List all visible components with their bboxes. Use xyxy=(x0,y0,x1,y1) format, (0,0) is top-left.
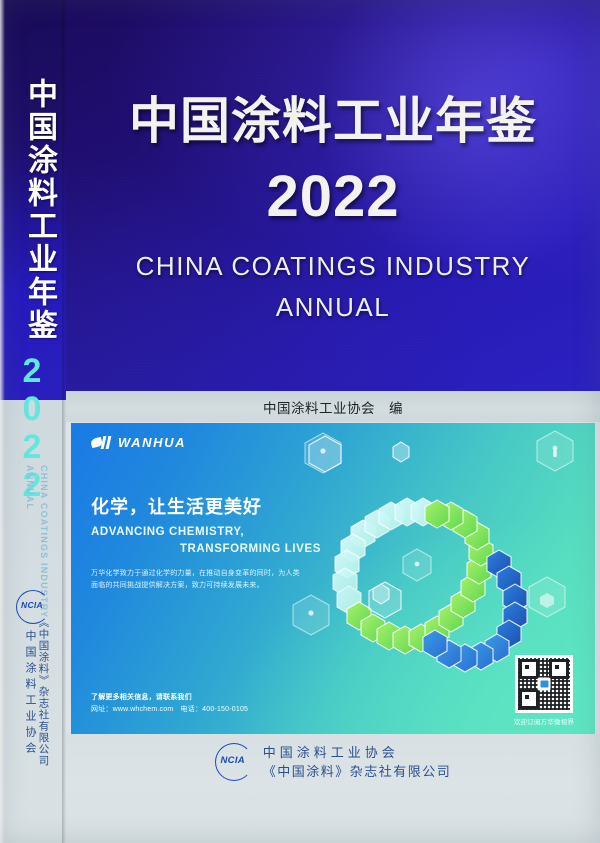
advertisement-panel: WANHUA 化学，让生活更美好 ADVANCING CHEMISTRY, TR… xyxy=(71,423,595,734)
spine-upper-panel xyxy=(0,0,66,400)
spine-title-cn: 中国涂料工业年鉴 xyxy=(23,78,56,342)
editor-band: 中国涂料工业协会 编 xyxy=(66,391,600,422)
cover-title-cn: 中国涂料工业年鉴 xyxy=(129,93,537,149)
qr-finder-top-left xyxy=(519,659,539,679)
hexagon-ribbon-graphic xyxy=(291,429,591,729)
qr-finder-top-right xyxy=(549,659,569,679)
ncia-logo-text: NCIA xyxy=(21,600,43,610)
ncia-logo-text: NCIA xyxy=(220,755,245,766)
book-spine: 中国涂料工业年鉴 2022 CHINA COATINGS INDUSTRY AN… xyxy=(0,0,66,843)
footer-organization: 中国涂料工业协会 xyxy=(262,745,399,760)
ad-contact-block: 了解更多相关信息，请联系我们 网址：www.whchem.com 电话：400-… xyxy=(91,692,341,716)
spine-fold-shadow xyxy=(62,0,66,843)
qr-finder-bottom-left xyxy=(519,689,539,709)
ad-contact-details: 网址：www.whchem.com 电话：400-150-0105 xyxy=(91,706,249,713)
cover-title-en-line2: ANNUAL xyxy=(275,292,391,322)
footer-publisher-row: NCIA 中国涂料工业协会 《中国涂料》杂志社有限公司 xyxy=(66,743,600,781)
glow-accent xyxy=(300,0,600,260)
ncia-ring-shape xyxy=(214,743,253,781)
cover-background-gradient xyxy=(66,0,600,391)
texture-overlay xyxy=(66,0,600,391)
spine-year: 2022 xyxy=(13,352,51,504)
wanhua-logo: WANHUA xyxy=(90,435,187,450)
qr-code-icon[interactable] xyxy=(515,655,573,713)
ncia-ring-shape xyxy=(16,590,50,624)
footer-publisher: 《中国涂料》杂志社有限公司 xyxy=(262,764,452,779)
ncia-logo-icon: NCIA xyxy=(214,743,253,781)
cover-title-en-line1: CHINA COATINGS INDUSTRY xyxy=(135,251,531,281)
editor-credit: 中国涂料工业协会 编 xyxy=(263,400,403,416)
ad-body-text: 万华化学致力于通过化学的力量，在推动自身变革的同时，为人类面临的共同挑战提供解决… xyxy=(91,570,300,589)
footer-text-block: 中国涂料工业协会 《中国涂料》杂志社有限公司 xyxy=(263,743,452,781)
spine-highlight-edge xyxy=(0,0,5,843)
cover-footer: NCIA 中国涂料工业协会 《中国涂料》杂志社有限公司 xyxy=(66,734,600,843)
wanhua-leaf-logo-icon xyxy=(90,435,113,450)
spine-title-en: CHINA COATINGS INDUSTRY ANNUAL xyxy=(25,465,49,619)
cover-year: 2022 xyxy=(266,164,400,229)
front-cover: 中国涂料工业年鉴 2022 CHINA COATINGS INDUSTRY AN… xyxy=(66,0,600,843)
spine-organization: 中国涂料工业协会 xyxy=(24,630,36,758)
ad-headline-en-line1: ADVANCING CHEMISTRY, xyxy=(91,526,245,538)
ad-contact-prompt: 了解更多相关信息，请联系我们 xyxy=(91,694,192,701)
ad-headline-cn: 化学，让生活更美好 xyxy=(91,497,262,517)
spine-publisher: 《中国涂料》杂志社有限公司 xyxy=(37,617,50,767)
qr-caption: 欢迎订阅万华微视界 xyxy=(513,719,575,726)
ad-headline-en-line2: TRANSFORMING LIVES xyxy=(179,543,321,555)
qr-block: 欢迎订阅万华微视界 xyxy=(511,655,577,726)
ncia-logo-icon: NCIA xyxy=(16,590,50,624)
ad-headline-en: ADVANCING CHEMISTRY, TRANSFORMING LIVES xyxy=(91,524,321,558)
wanhua-wordmark: WANHUA xyxy=(118,435,187,450)
qr-center-logo xyxy=(537,677,551,691)
